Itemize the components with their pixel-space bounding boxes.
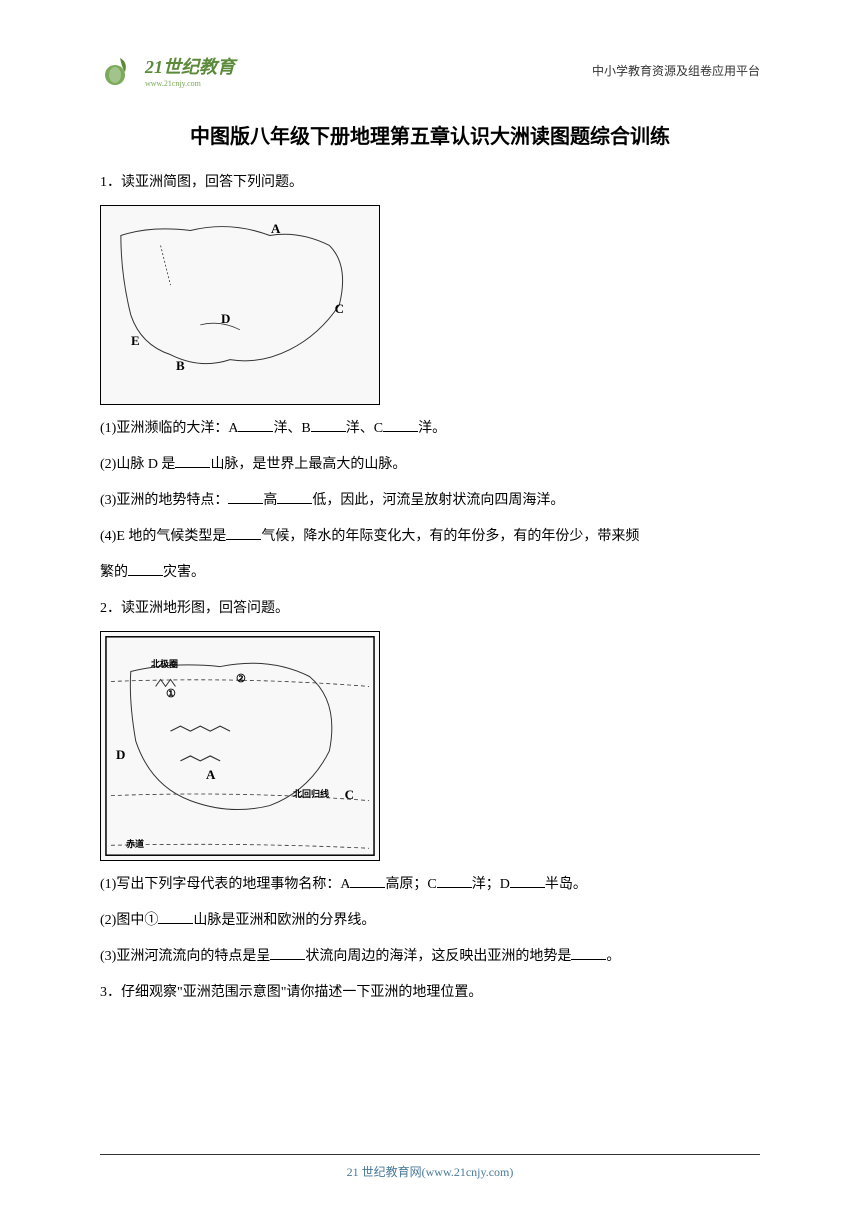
- q2-p2-prefix: (2)图中①: [100, 913, 158, 928]
- blank: [238, 416, 273, 432]
- q1-p1-mid2: 洋、C: [346, 421, 383, 436]
- map2-label-1: ①: [166, 687, 176, 700]
- map2-label-c: C: [345, 787, 354, 803]
- map2-arctic: 北极圈: [151, 657, 178, 670]
- map2-label-d: D: [116, 747, 125, 763]
- blank: [270, 944, 305, 960]
- blank: [128, 560, 163, 576]
- header-right-text: 中小学教育资源及组卷应用平台: [592, 62, 760, 79]
- q1-p1-suffix: 洋。: [418, 421, 446, 436]
- logo-icon: [100, 50, 140, 90]
- q1-p4-l2-prefix: 繁的: [100, 565, 128, 580]
- blank: [277, 488, 312, 504]
- blank: [437, 872, 472, 888]
- q2-p1-mid2: 洋；D: [472, 877, 510, 892]
- map2-equator: 赤道: [126, 837, 144, 850]
- q1-p2-suffix: 山脉，是世界上最高大的山脉。: [210, 457, 406, 472]
- q1-p1-prefix: (1)亚洲濒临的大洋：A: [100, 421, 238, 436]
- q1-map: A B C D E: [100, 205, 380, 405]
- blank: [311, 416, 346, 432]
- map2-tropic: 北回归线: [293, 787, 329, 800]
- q2-p2-suffix: 山脉是亚洲和欧洲的分界线。: [193, 913, 375, 928]
- q1-p3-prefix: (3)亚洲的地势特点：: [100, 493, 228, 508]
- q1-part3: (3)亚洲的地势特点： 高 低，因此，河流呈放射状流向四周海洋。: [100, 487, 760, 515]
- logo-area: 21世纪教育 www.21cnjy.com: [100, 50, 235, 90]
- map1-label-e: E: [131, 333, 140, 349]
- blank: [383, 416, 418, 432]
- map1-label-c: C: [335, 301, 344, 317]
- map1-label-b: B: [176, 358, 185, 374]
- blank: [226, 524, 261, 540]
- q2-p1-mid1: 高原；C: [385, 877, 436, 892]
- q3-intro: 3．仔细观察"亚洲范围示意图"请你描述一下亚洲的地理位置。: [100, 979, 760, 1007]
- map1-label-a: A: [271, 221, 280, 237]
- logo-text: 21世纪教育 www.21cnjy.com: [145, 53, 235, 88]
- q1-part4-line2: 繁的 灾害。: [100, 559, 760, 587]
- q2-p3-prefix: (3)亚洲河流流向的特点是呈: [100, 949, 270, 964]
- logo-sub-text: www.21cnjy.com: [145, 79, 235, 88]
- map2-label-a: A: [206, 767, 215, 783]
- footer-text: 21 世纪教育网(www.21cnjy.com): [347, 1165, 514, 1179]
- q1-p3-mid: 高: [263, 493, 277, 508]
- q2-p3-mid: 状流向周边的海洋，这反映出亚洲的地势是: [305, 949, 571, 964]
- q1-part4: (4)E 地的气候类型是 气候，降水的年际变化大，有的年份多，有的年份少，带来频: [100, 523, 760, 551]
- blank: [158, 908, 193, 924]
- q1-intro: 1．读亚洲简图，回答下列问题。: [100, 169, 760, 197]
- blank: [228, 488, 263, 504]
- q2-map: A C D ① ② 北回归线 赤道 北极圈: [100, 631, 380, 861]
- q1-p4-mid: 气候，降水的年际变化大，有的年份多，有的年份少，带来频: [261, 529, 639, 544]
- page-header: 21世纪教育 www.21cnjy.com 中小学教育资源及组卷应用平台: [100, 50, 760, 90]
- document-title: 中图版八年级下册地理第五章认识大洲读图题综合训练: [100, 120, 760, 149]
- logo-main-text: 21世纪教育: [145, 53, 235, 79]
- page-footer: 21 世纪教育网(www.21cnjy.com): [100, 1154, 760, 1181]
- q1-p4-l2-suffix: 灾害。: [163, 565, 205, 580]
- q2-part2: (2)图中① 山脉是亚洲和欧洲的分界线。: [100, 907, 760, 935]
- q1-part2: (2)山脉 D 是 山脉，是世界上最高大的山脉。: [100, 451, 760, 479]
- blank: [571, 944, 606, 960]
- q1-part1: (1)亚洲濒临的大洋：A 洋、B 洋、C 洋。: [100, 415, 760, 443]
- q2-p1-suffix: 半岛。: [545, 877, 587, 892]
- q1-p2-prefix: (2)山脉 D 是: [100, 457, 175, 472]
- q2-part1: (1)写出下列字母代表的地理事物名称：A 高原；C 洋；D 半岛。: [100, 871, 760, 899]
- blank: [510, 872, 545, 888]
- q2-p1-prefix: (1)写出下列字母代表的地理事物名称：A: [100, 877, 350, 892]
- q1-p3-suffix: 低，因此，河流呈放射状流向四周海洋。: [312, 493, 564, 508]
- q1-p1-mid1: 洋、B: [273, 421, 310, 436]
- blank: [175, 452, 210, 468]
- q2-part3: (3)亚洲河流流向的特点是呈 状流向周边的海洋，这反映出亚洲的地势是 。: [100, 943, 760, 971]
- q1-p4-prefix: (4)E 地的气候类型是: [100, 529, 226, 544]
- blank: [350, 872, 385, 888]
- q2-intro: 2．读亚洲地形图，回答问题。: [100, 595, 760, 623]
- map2-label-2: ②: [236, 672, 246, 685]
- q2-p3-suffix: 。: [606, 949, 620, 964]
- map1-label-d: D: [221, 311, 230, 327]
